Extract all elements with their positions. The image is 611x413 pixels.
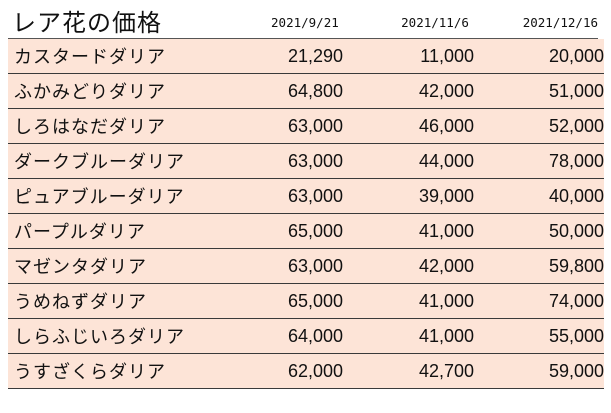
date-header-3: 2021/12/16 xyxy=(522,15,598,30)
price-cell: 63,000 xyxy=(212,143,343,179)
price-cell: 51,000 xyxy=(474,73,604,109)
table-row: ふかみどりダリア 64,800 42,000 51,000 xyxy=(8,73,604,109)
price-cell: 46,000 xyxy=(343,108,474,144)
flower-name: うすざくらダリア xyxy=(8,353,212,389)
date-header-1: 2021/9/21 xyxy=(271,15,339,30)
price-sheet: レア花の価格 2021/9/21 2021/11/6 2021/12/16 カス… xyxy=(8,6,604,389)
price-cell: 41,000 xyxy=(343,283,474,319)
price-cell: 41,000 xyxy=(343,213,474,249)
table-row: マゼンタダリア 63,000 42,000 59,800 xyxy=(8,248,604,284)
price-cell: 59,800 xyxy=(474,248,604,284)
price-cell: 44,000 xyxy=(343,143,474,179)
table-row: うすざくらダリア 62,000 42,700 59,000 xyxy=(8,353,604,389)
flower-name: しろはなだダリア xyxy=(8,108,212,144)
price-cell: 78,000 xyxy=(474,143,604,179)
price-cell: 55,000 xyxy=(474,318,604,354)
price-cell: 41,000 xyxy=(343,318,474,354)
price-cell: 42,000 xyxy=(343,248,474,284)
price-cell: 21,290 xyxy=(212,39,343,74)
flower-name: マゼンタダリア xyxy=(8,248,212,284)
price-cell: 50,000 xyxy=(474,213,604,249)
flower-name: ダークブルーダリア xyxy=(8,143,212,179)
flower-name: ふかみどりダリア xyxy=(8,73,212,109)
price-cell: 62,000 xyxy=(212,353,343,389)
price-cell: 39,000 xyxy=(343,178,474,214)
flower-name: しらふじいろダリア xyxy=(8,318,212,354)
flower-name: うめねずダリア xyxy=(8,283,212,319)
price-cell: 65,000 xyxy=(212,283,343,319)
price-cell: 20,000 xyxy=(474,39,604,74)
price-cell: 59,000 xyxy=(474,353,604,389)
header-row: レア花の価格 2021/9/21 2021/11/6 2021/12/16 xyxy=(8,6,598,39)
price-cell: 42,000 xyxy=(343,73,474,109)
price-cell: 74,000 xyxy=(474,283,604,319)
price-cell: 63,000 xyxy=(212,248,343,284)
flower-name: カスタードダリア xyxy=(8,39,212,74)
table-row: パープルダリア 65,000 41,000 50,000 xyxy=(8,213,604,249)
sheet-title: レア花の価格 xyxy=(12,9,162,37)
flower-name: パープルダリア xyxy=(8,213,212,249)
price-cell: 11,000 xyxy=(343,39,474,74)
price-table: カスタードダリア 21,290 11,000 20,000 ふかみどりダリア 6… xyxy=(8,39,604,389)
flower-name: ピュアブルーダリア xyxy=(8,178,212,214)
table-row: ピュアブルーダリア 63,000 39,000 40,000 xyxy=(8,178,604,214)
price-cell: 65,000 xyxy=(212,213,343,249)
table-row: しろはなだダリア 63,000 46,000 52,000 xyxy=(8,108,604,144)
table-row: うめねずダリア 65,000 41,000 74,000 xyxy=(8,283,604,319)
price-cell: 63,000 xyxy=(212,178,343,214)
table-row: ダークブルーダリア 63,000 44,000 78,000 xyxy=(8,143,604,179)
price-cell: 64,800 xyxy=(212,73,343,109)
price-cell: 64,000 xyxy=(212,318,343,354)
price-cell: 42,700 xyxy=(343,353,474,389)
table-row: カスタードダリア 21,290 11,000 20,000 xyxy=(8,39,604,74)
date-header-2: 2021/11/6 xyxy=(401,15,469,30)
price-cell: 52,000 xyxy=(474,108,604,144)
table-row: しらふじいろダリア 64,000 41,000 55,000 xyxy=(8,318,604,354)
price-cell: 63,000 xyxy=(212,108,343,144)
price-cell: 40,000 xyxy=(474,178,604,214)
